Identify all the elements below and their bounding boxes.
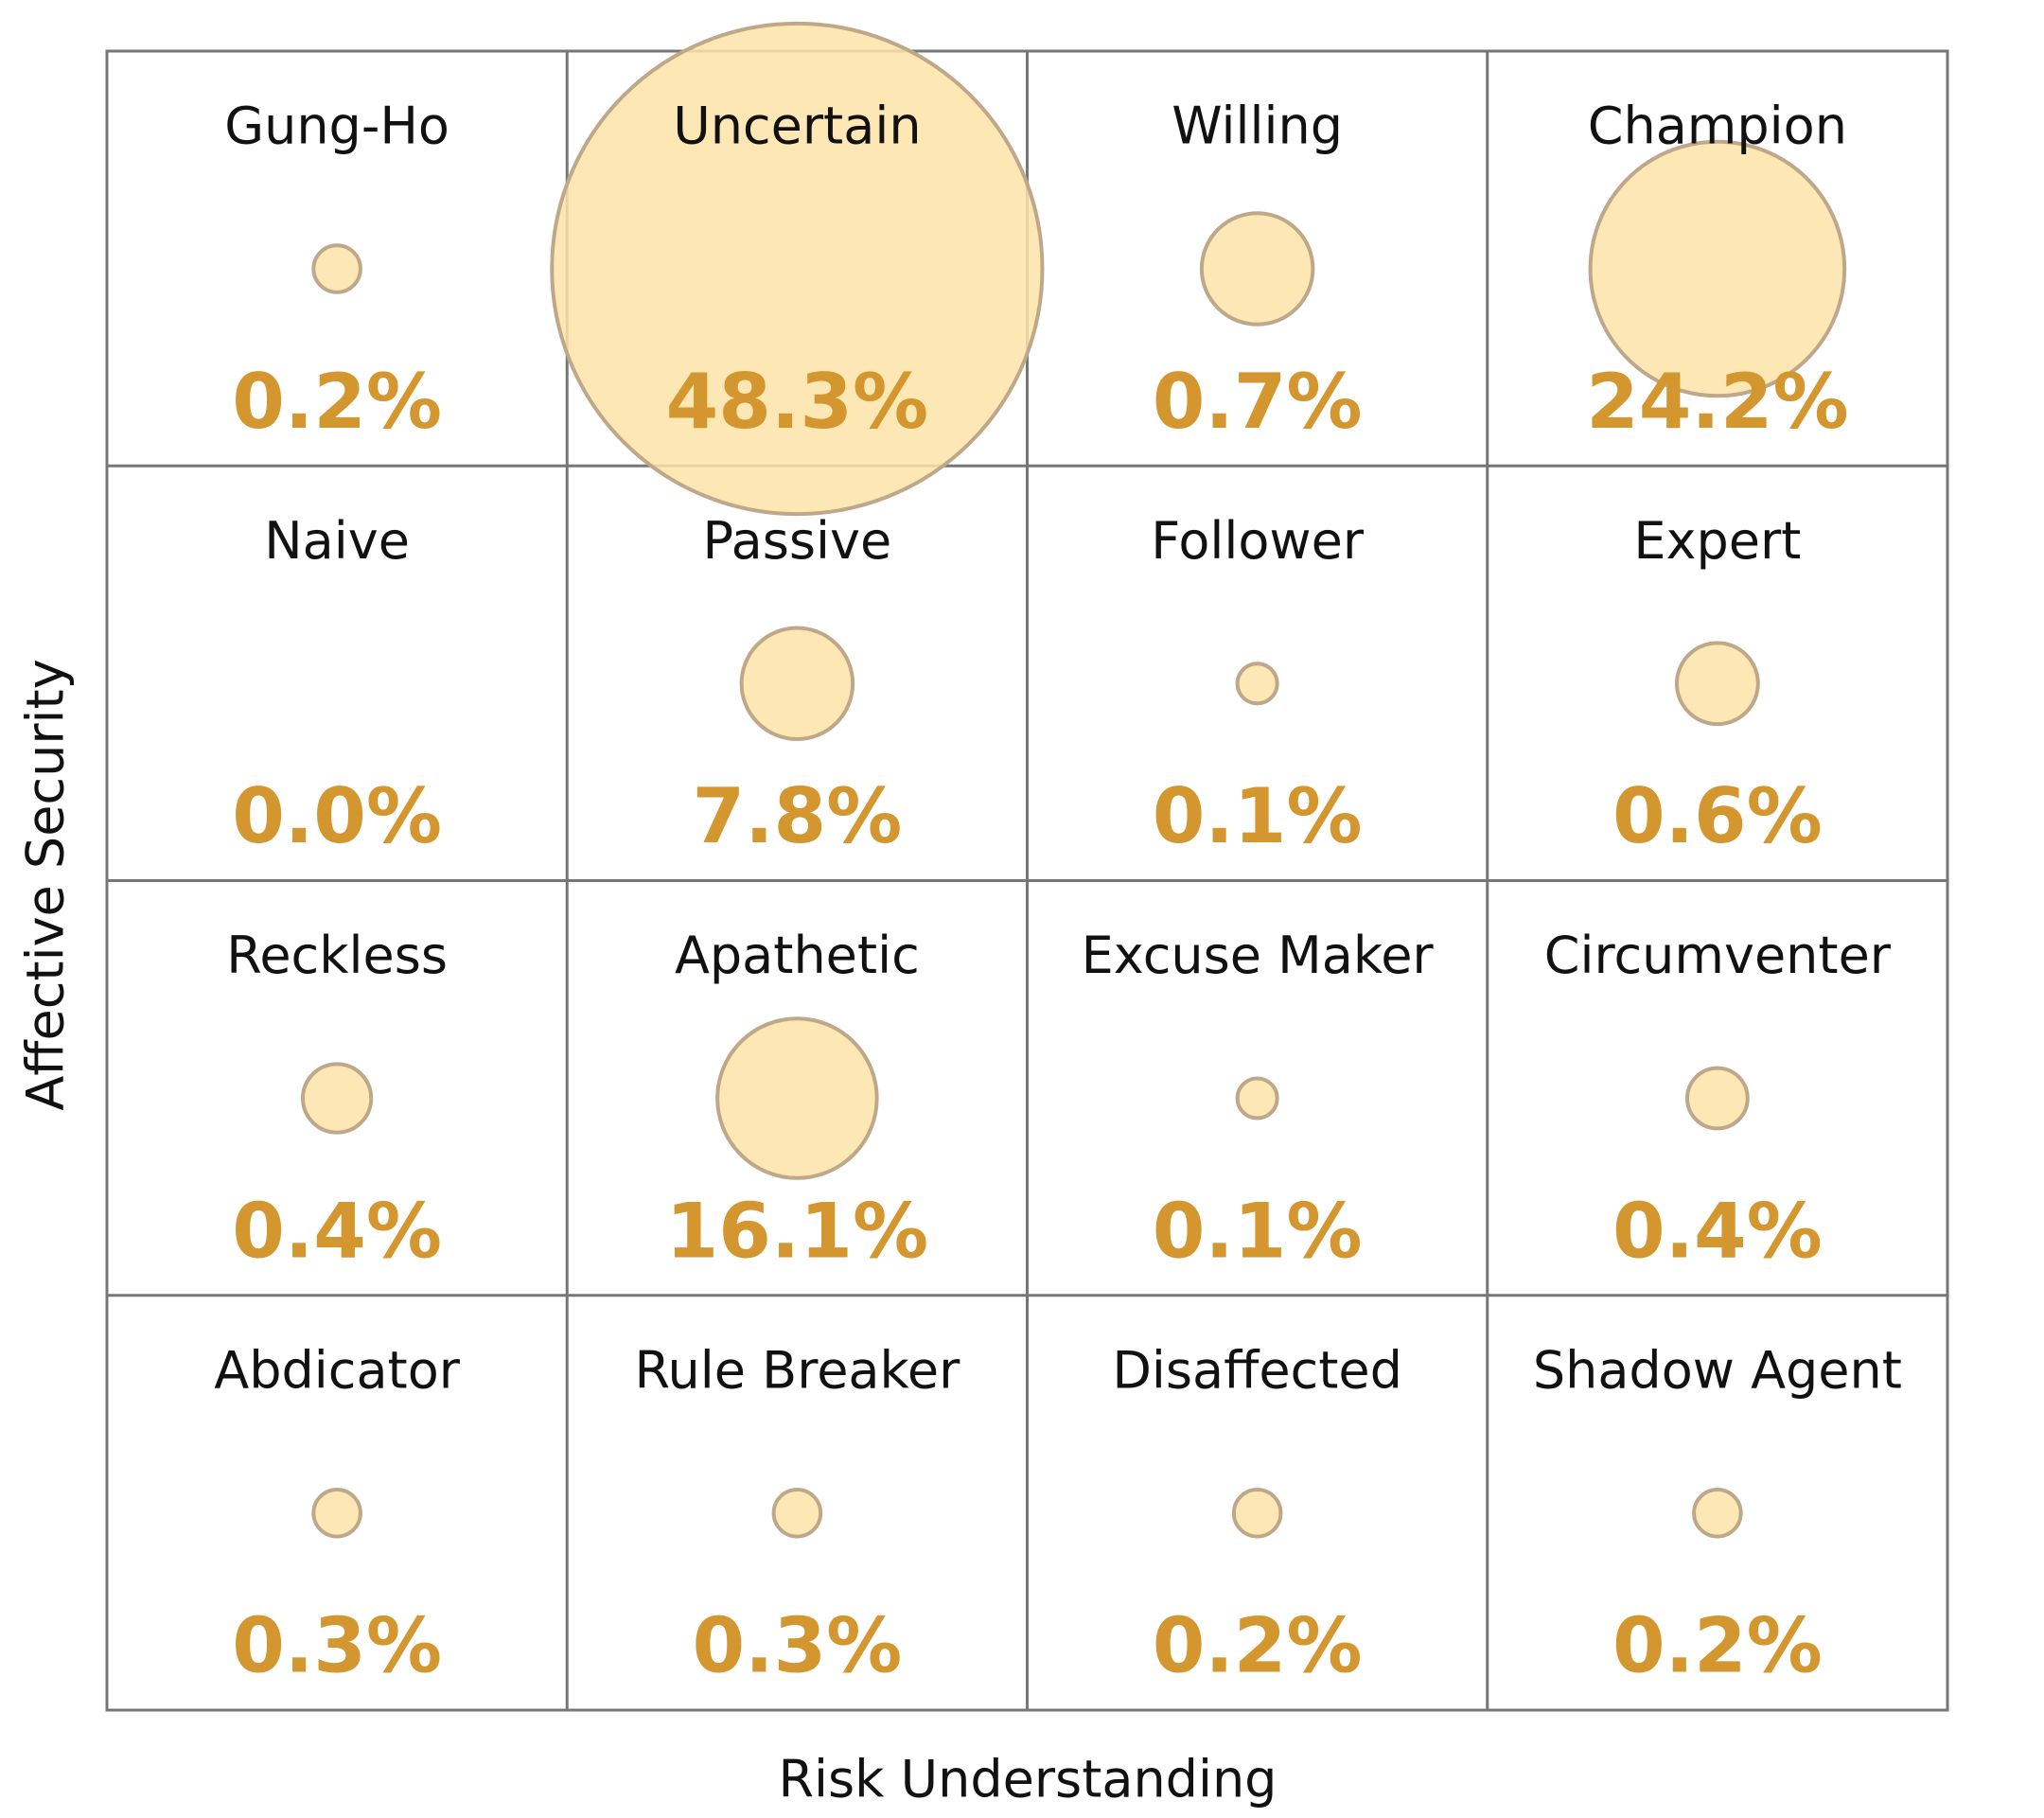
value-label: 0.3% — [692, 1602, 902, 1690]
bubble — [311, 1487, 362, 1539]
cell-label: Uncertain — [673, 97, 921, 156]
bubble — [1231, 1487, 1283, 1539]
cell-label: Disaffected — [1112, 1340, 1402, 1400]
cell-label: Follower — [1151, 511, 1365, 571]
bubble — [1588, 139, 1847, 398]
cell-label: Willing — [1172, 97, 1343, 156]
value-label: 24.2% — [1586, 358, 1849, 446]
cell-label: Expert — [1633, 511, 1801, 571]
x-axis-label: Risk Understanding — [779, 1750, 1278, 1809]
cell-label: Reckless — [226, 926, 448, 985]
cell-label: Passive — [703, 511, 892, 571]
value-label: 0.1% — [1153, 1187, 1363, 1275]
value-label: 48.3% — [666, 358, 929, 446]
cell-label: Gung-Ho — [224, 97, 449, 156]
cell-label: Shadow Agent — [1533, 1340, 1902, 1400]
value-label: 0.4% — [1612, 1187, 1823, 1275]
bubble — [1692, 1487, 1743, 1539]
bubble — [1199, 211, 1315, 327]
cell-label: Abdicator — [214, 1340, 460, 1400]
bubble — [301, 1062, 374, 1135]
bubble — [1235, 662, 1279, 706]
value-label: 0.6% — [1612, 772, 1823, 860]
bubble — [1235, 1076, 1279, 1121]
value-label: 0.7% — [1153, 358, 1363, 446]
value-label: 0.2% — [232, 358, 442, 446]
bubble — [1674, 641, 1760, 727]
value-label: 0.0% — [232, 772, 442, 860]
value-label: 0.1% — [1153, 772, 1363, 860]
cell-label: Apathetic — [675, 926, 920, 985]
bubble — [715, 1016, 879, 1180]
bubble — [311, 243, 362, 294]
value-label: 0.3% — [232, 1602, 442, 1690]
value-label: 7.8% — [692, 772, 902, 860]
value-label: 16.1% — [666, 1187, 929, 1275]
bubble — [550, 21, 1045, 517]
value-label: 0.2% — [1153, 1602, 1363, 1690]
cell-label: Circumventer — [1544, 926, 1892, 985]
bubble — [1684, 1066, 1750, 1131]
bubble — [739, 626, 855, 742]
cell-label: Rule Breaker — [634, 1340, 960, 1400]
bubble — [771, 1487, 823, 1539]
cell-label: Naive — [264, 511, 410, 571]
cell-label: Excuse Maker — [1082, 926, 1435, 985]
value-label: 0.4% — [232, 1187, 442, 1275]
value-label: 0.2% — [1612, 1602, 1823, 1690]
y-axis-label: Affective Security — [16, 659, 76, 1110]
cell-label: Champion — [1588, 97, 1847, 156]
